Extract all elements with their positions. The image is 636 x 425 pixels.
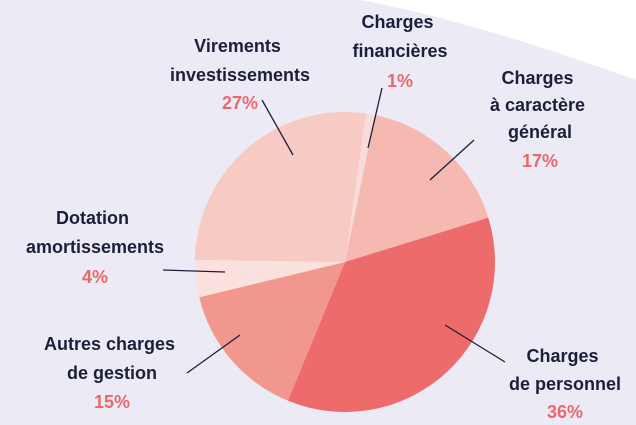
slice-label: Charges de personnel xyxy=(509,346,621,394)
pie xyxy=(195,112,495,412)
slice-value-label: 17% xyxy=(522,151,558,171)
leader-line xyxy=(162,269,226,273)
slice-value-label: 15% xyxy=(94,392,130,412)
slice-value-label: 1% xyxy=(387,71,413,91)
slice-label: Virements investissements xyxy=(170,36,310,85)
pie-slice xyxy=(287,217,495,412)
slice-label: Charges financières xyxy=(352,12,447,61)
leader-line xyxy=(444,324,506,363)
slice-label: Charges à caractère général xyxy=(490,68,590,142)
leader-line xyxy=(261,99,294,156)
leader-line xyxy=(429,139,475,181)
pie-slice xyxy=(199,262,345,401)
slice-value-label: 36% xyxy=(547,402,583,422)
slice-label: Dotation amortissements xyxy=(26,208,164,257)
pie-slice xyxy=(345,115,489,262)
slice-value-label: 4% xyxy=(82,267,108,287)
background-corner xyxy=(360,0,636,80)
leader-line xyxy=(367,87,383,149)
pie-slice xyxy=(195,112,366,262)
pie-slice xyxy=(195,259,345,298)
slice-label: Autres charges de gestion xyxy=(44,334,180,383)
leader-line xyxy=(186,334,241,374)
pie-slice xyxy=(345,113,376,262)
labels: Charges financières 1% Charges à caractère… xyxy=(26,12,621,422)
slice-value-label: 27% xyxy=(222,93,258,113)
